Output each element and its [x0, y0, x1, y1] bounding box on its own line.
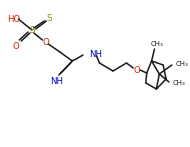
- Text: CH₃: CH₃: [151, 41, 164, 47]
- Text: O: O: [12, 41, 19, 51]
- Text: NH: NH: [51, 76, 63, 86]
- Text: CH₃: CH₃: [173, 80, 186, 86]
- Text: HO: HO: [7, 15, 20, 24]
- Text: O: O: [134, 66, 140, 75]
- Text: S: S: [47, 14, 52, 22]
- Text: S: S: [29, 25, 35, 35]
- Text: O: O: [42, 37, 49, 46]
- Text: NH: NH: [89, 50, 102, 59]
- Text: CH₃: CH₃: [176, 61, 188, 67]
